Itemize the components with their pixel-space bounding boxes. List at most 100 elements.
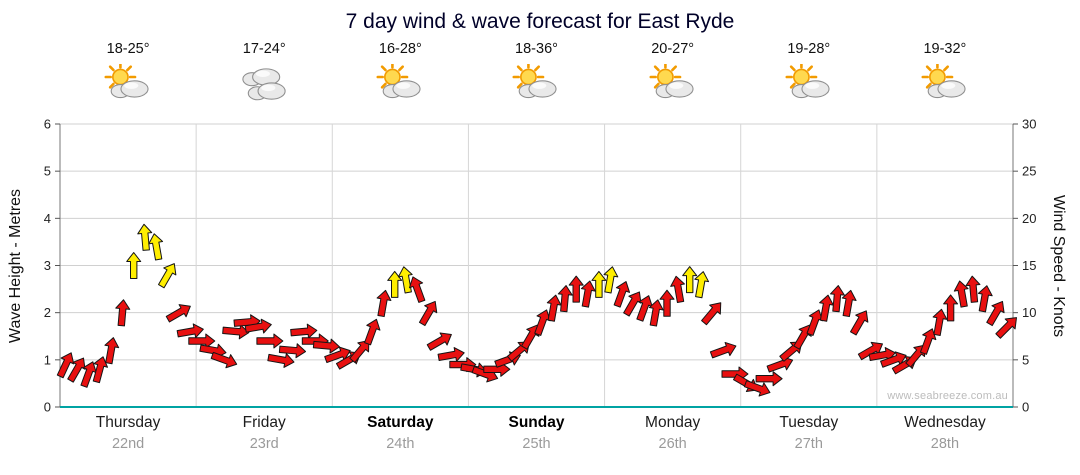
- wave-tick-label: 0: [44, 400, 51, 415]
- wind-arrow: [104, 337, 120, 365]
- wind-arrow: [418, 300, 438, 327]
- wind-arrow: [580, 280, 596, 308]
- wind-arrow: [943, 294, 959, 322]
- day-label: Wednesday 28th: [877, 414, 1013, 452]
- wind-arrow: [819, 294, 834, 322]
- watermark: www.seabreeze.com.au: [887, 390, 1008, 402]
- cloud-icon: [247, 81, 286, 100]
- wind-arrow: [953, 280, 969, 308]
- wind-arrow: [905, 344, 926, 368]
- wind-arrow: [919, 328, 937, 355]
- wind-arrow: [682, 266, 698, 294]
- knots-tick-label: 20: [1022, 211, 1036, 226]
- partly-cloudy-icon: [649, 63, 694, 98]
- wind-arrow: [56, 352, 75, 379]
- forecast-day: 18-25°: [60, 40, 196, 103]
- forecast-day: 19-32°: [877, 40, 1013, 103]
- forecast-day: 19-28°: [741, 40, 877, 103]
- wind-arrow: [67, 357, 86, 383]
- weather-icon: [783, 63, 835, 103]
- wind-arrow: [349, 339, 370, 363]
- partly-cloudy-icon: [104, 63, 149, 98]
- wind-arrow: [256, 333, 284, 349]
- wind-arrow: [986, 300, 1005, 327]
- day-date: 25th: [522, 436, 551, 452]
- wind-arrow: [793, 324, 812, 350]
- wind-arrow: [148, 233, 164, 261]
- wind-arrow: [521, 324, 540, 350]
- cloud-icon: [927, 79, 966, 98]
- day-date: 26th: [658, 436, 687, 452]
- sun-icon: [376, 63, 409, 93]
- wind-arrow: [623, 291, 642, 317]
- wind-arrow: [659, 289, 675, 317]
- wind-arrow: [364, 318, 381, 346]
- day-header-row: 18-25° 17-24° 16-28° 18-36° 20-: [60, 40, 1013, 103]
- wind-arrow: [244, 318, 272, 334]
- wind-arrow: [709, 341, 737, 359]
- wind-arrow: [932, 308, 948, 336]
- weather-icon: [510, 63, 562, 103]
- day-date: 27th: [794, 436, 823, 452]
- cloud-icon: [242, 67, 281, 86]
- day-date: 24th: [386, 436, 415, 452]
- wind-arrow: [376, 289, 392, 318]
- wind-arrow: [694, 271, 710, 299]
- day-date: 28th: [930, 436, 960, 452]
- wind-arrow: [397, 266, 413, 294]
- wave-tick-label: 3: [44, 258, 51, 273]
- wind-arrow: [743, 380, 771, 397]
- wind-arrow: [701, 302, 722, 326]
- knots-tick-label: 25: [1022, 164, 1036, 179]
- day-date: 22nd: [111, 436, 145, 452]
- wind-arrow: [591, 270, 607, 298]
- wind-arrow: [755, 371, 783, 387]
- weather-icon: [374, 63, 426, 103]
- temperature-range: 18-25°: [106, 41, 150, 57]
- wind-arrow: [408, 276, 426, 303]
- weather-icon: [919, 63, 971, 103]
- wind-arrow: [176, 323, 204, 339]
- left-axis-title: Wave Height - Metres: [7, 188, 24, 344]
- wave-tick-label: 6: [44, 117, 51, 132]
- cloud-icon: [655, 79, 694, 98]
- knots-tick-label: 0: [1022, 400, 1029, 415]
- sun-icon: [649, 63, 681, 93]
- day-name: Saturday: [367, 414, 434, 431]
- knots-tick-label: 10: [1022, 305, 1036, 320]
- weather-icon: [102, 63, 154, 103]
- right-axis-title: Wind Speed - Knots: [1050, 194, 1067, 338]
- wind-arrow: [126, 252, 142, 279]
- partly-cloudy-icon: [785, 63, 830, 98]
- day-label: Saturday 24th: [332, 414, 468, 452]
- day-label: Monday 26th: [605, 414, 741, 452]
- wave-tick-label: 4: [44, 211, 51, 226]
- sun-icon: [512, 63, 545, 93]
- wind-arrow: [568, 275, 584, 303]
- wind-arrow: [165, 304, 191, 323]
- wind-arrow: [546, 294, 562, 322]
- day-label: Tuesday 27th: [741, 414, 877, 452]
- partly-cloudy-icon: [376, 63, 421, 98]
- wind-arrow: [278, 343, 307, 359]
- cloud-icon: [110, 79, 149, 98]
- wave-tick-label: 5: [44, 164, 51, 179]
- forecast-day: 18-36°: [468, 40, 604, 103]
- wind-arrow: [648, 299, 664, 327]
- wind-arrow: [115, 299, 131, 327]
- wind-arrow: [850, 310, 869, 336]
- wind-arrow: [92, 356, 108, 384]
- wind-arrow: [977, 285, 993, 313]
- wind-arrow: [312, 338, 341, 354]
- day-name: Friday: [242, 414, 286, 431]
- wind-arrow: [387, 270, 403, 298]
- knots-tick-label: 15: [1022, 258, 1036, 273]
- weather-icon: [647, 63, 699, 103]
- wind-arrow: [829, 285, 845, 313]
- partly-cloudy-icon: [921, 63, 966, 98]
- cloud-icon: [519, 79, 558, 98]
- wave-tick-label: 1: [44, 352, 51, 367]
- wave-tick-label: 2: [44, 305, 51, 320]
